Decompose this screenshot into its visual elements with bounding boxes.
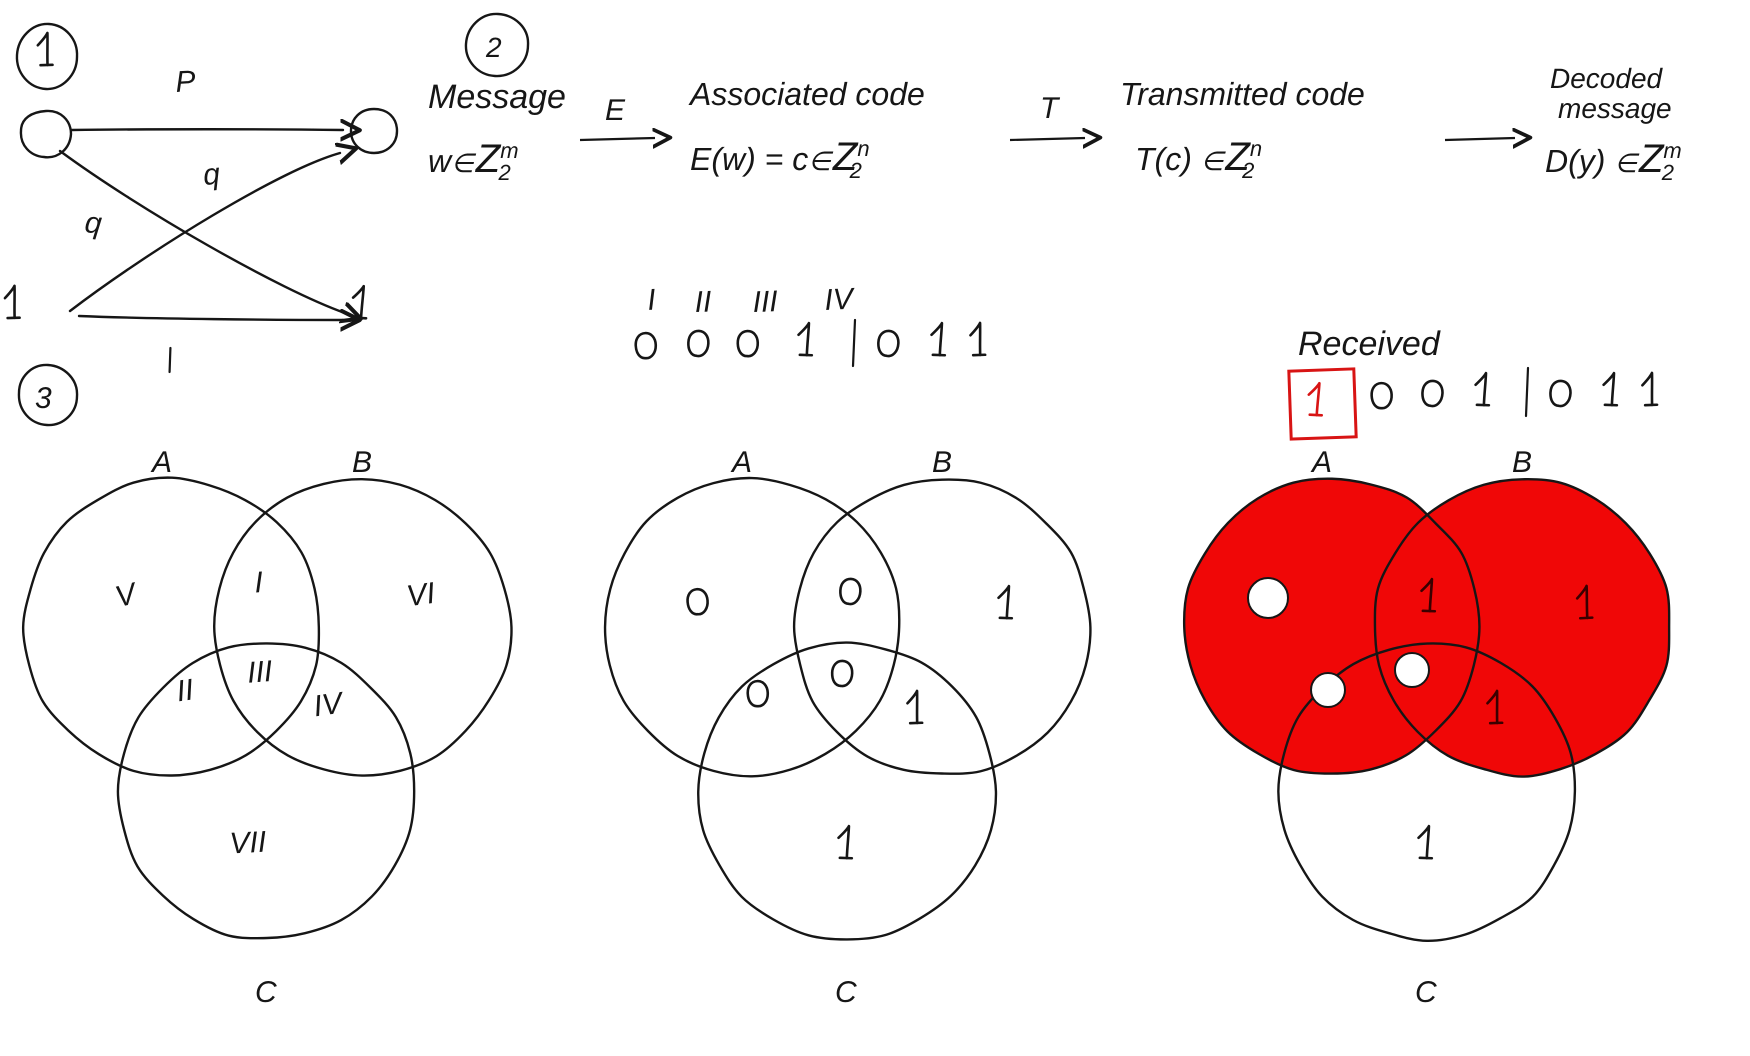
svg-text:Received: Received xyxy=(1298,325,1441,363)
svg-text:D(y) ∈Zm2: D(y) ∈Zm 2 xyxy=(1545,137,1682,185)
svg-text:B: B xyxy=(932,446,952,479)
svg-text:A: A xyxy=(730,446,752,479)
svg-text:T: T xyxy=(1040,92,1061,125)
svg-text:w∈Zm2: w∈Zm 2 xyxy=(428,137,519,185)
svg-text:2: 2 xyxy=(485,32,502,63)
svg-text:C: C xyxy=(835,976,857,1009)
svg-text:II: II xyxy=(694,285,712,319)
svg-text:P: P xyxy=(175,65,197,99)
svg-text:A: A xyxy=(1310,446,1332,479)
svg-text:3: 3 xyxy=(35,382,52,415)
svg-text:Message: Message xyxy=(428,78,566,116)
svg-text:Decoded: Decoded xyxy=(1550,63,1664,94)
svg-text:C: C xyxy=(255,976,277,1009)
svg-text:E: E xyxy=(605,94,626,127)
svg-text:I: I xyxy=(254,566,264,599)
svg-text:VI: VI xyxy=(404,577,437,614)
svg-text:A: A xyxy=(150,446,172,479)
svg-text:IV: IV xyxy=(311,686,347,723)
svg-text:IV: IV xyxy=(824,282,857,317)
svg-text:q: q xyxy=(83,206,103,241)
svg-text:VII: VII xyxy=(229,826,267,861)
svg-text:q: q xyxy=(202,158,222,192)
svg-text:Transmitted code: Transmitted code xyxy=(1120,76,1365,112)
svg-text:III: III xyxy=(246,655,273,690)
svg-text:B: B xyxy=(352,446,372,479)
svg-text:V: V xyxy=(112,577,142,615)
svg-text:Associated code: Associated code xyxy=(688,76,925,112)
svg-text:C: C xyxy=(1415,976,1437,1009)
svg-text:T(c) ∈Zn2: T(c) ∈Zn 2 xyxy=(1135,135,1262,183)
svg-text:E(w) = c∈Zn2: E(w) = c∈Zn 2 xyxy=(690,135,870,183)
svg-text:B: B xyxy=(1512,446,1532,479)
svg-text:III: III xyxy=(752,285,778,319)
svg-text:message: message xyxy=(1558,93,1672,124)
svg-text:II: II xyxy=(174,673,195,708)
svg-text:I: I xyxy=(646,283,657,317)
